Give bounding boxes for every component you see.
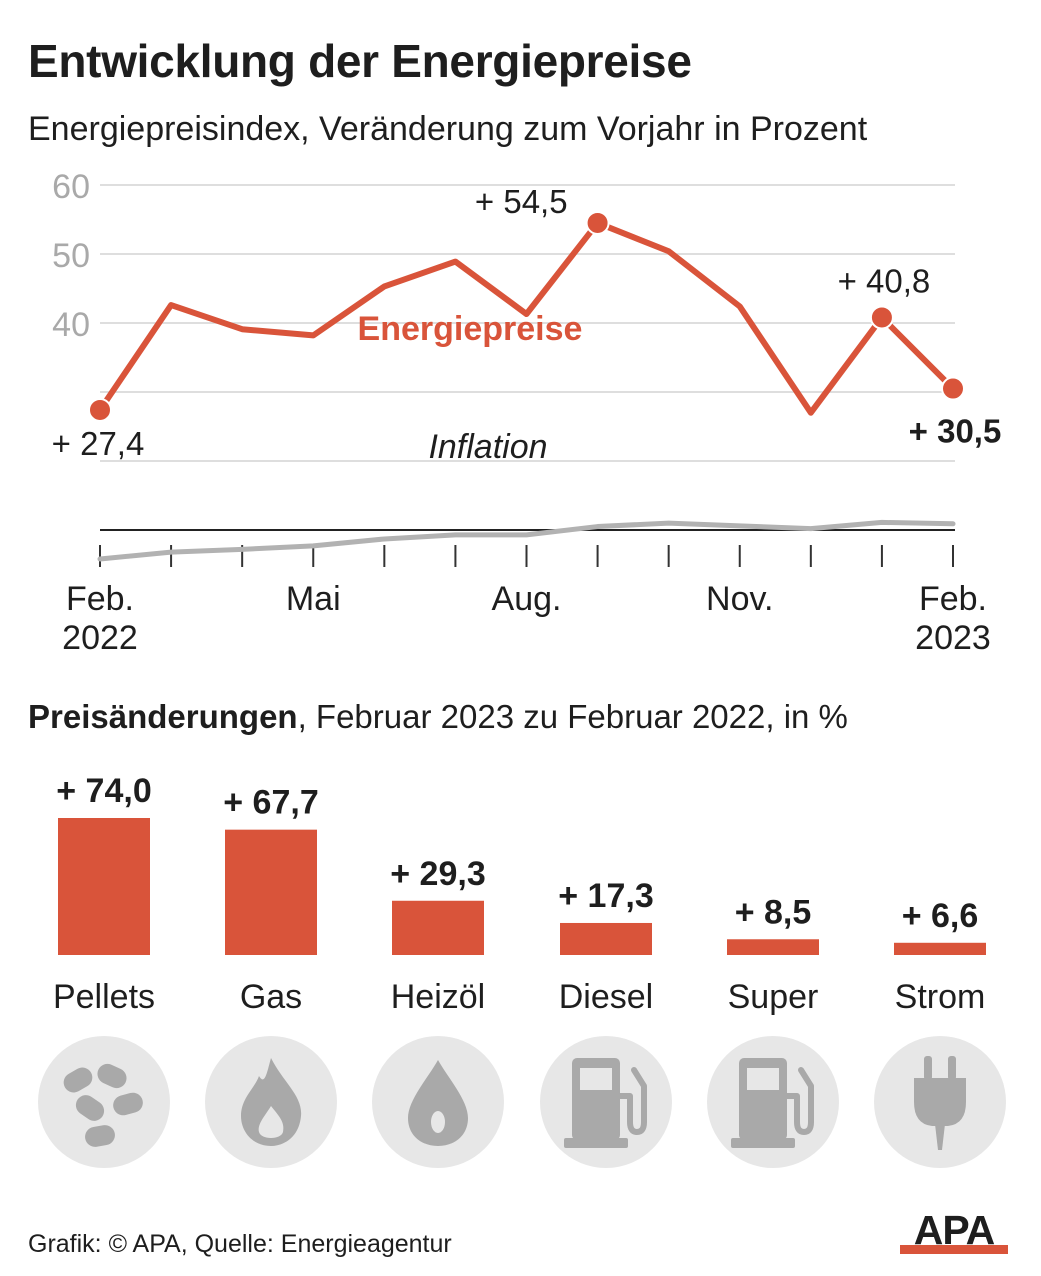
- plug-body: [914, 1078, 966, 1126]
- chart-subtitle: Energiepreisindex, Veränderung zum Vorja…: [28, 110, 868, 148]
- drop-highlight: [431, 1111, 445, 1133]
- pump-base: [731, 1138, 795, 1148]
- bar-value-label: + 6,6: [902, 897, 979, 935]
- pellet-shape: [85, 1125, 115, 1147]
- power-plug-icon: [874, 1036, 1006, 1168]
- flame-inner-shape: [258, 1106, 284, 1138]
- bar-value-label: + 74,0: [56, 772, 151, 810]
- pellet-shape: [113, 1092, 143, 1116]
- x-tick-label: Feb.: [919, 580, 987, 618]
- pump-hose: [617, 1067, 647, 1135]
- x-tick-label-year: 2022: [62, 619, 138, 657]
- energy-data-point: [585, 210, 610, 235]
- inflation-series-label: Inflation: [428, 428, 547, 466]
- gas-flame-icon: [205, 1036, 337, 1168]
- energy-data-point: [941, 376, 965, 401]
- bar-chart-heading-rest: , Februar 2023 zu Februar 2022, in %: [297, 698, 848, 735]
- pump-hose: [784, 1067, 814, 1135]
- bar-category-label: Super: [728, 978, 819, 1016]
- bar-category-label: Pellets: [53, 978, 155, 1016]
- energy-price-line: [97, 219, 956, 416]
- energy-data-point: [869, 305, 894, 330]
- pump-window: [580, 1068, 612, 1090]
- plug-prong: [948, 1056, 956, 1080]
- inflation-line: [97, 519, 956, 562]
- plug-prong: [924, 1056, 932, 1080]
- oil-drop-icon: [372, 1036, 504, 1168]
- x-tick-label: Aug.: [492, 580, 562, 618]
- bar-0: [58, 818, 150, 955]
- bar-value-label: + 67,7: [223, 784, 318, 822]
- source-credit: Grafik: © APA, Quelle: Energieagentur: [28, 1230, 452, 1258]
- pellet-shape: [97, 1063, 127, 1089]
- apa-logo: APA: [900, 1208, 1008, 1254]
- bar-category-label: Strom: [895, 978, 986, 1016]
- y-tick-label: 60: [52, 168, 90, 206]
- pellet-shape: [75, 1095, 105, 1121]
- y-tick-label: 50: [52, 237, 90, 275]
- energy-data-point: [88, 397, 112, 422]
- x-tick-label-year: 2023: [915, 619, 991, 657]
- bar-5: [894, 942, 986, 955]
- energy-data-label: + 27,4: [52, 425, 145, 462]
- chart-title: Entwicklung der Energiepreise: [28, 35, 692, 87]
- y-tick-label: 40: [52, 306, 90, 344]
- fuel-pump-icon: [707, 1036, 839, 1168]
- bar-value-label: + 17,3: [558, 877, 653, 915]
- energy-data-label: + 30,5: [909, 413, 1002, 450]
- bar-category-label: Diesel: [559, 978, 653, 1016]
- bar-1: [225, 829, 317, 955]
- plug-cable: [935, 1124, 945, 1150]
- icon-background: [38, 1036, 170, 1168]
- bar-value-label: + 8,5: [735, 893, 812, 931]
- energy-data-label: + 40,8: [838, 262, 931, 299]
- flame-shape: [241, 1058, 302, 1146]
- bar-category-label: Heizöl: [391, 978, 485, 1016]
- pump-base: [564, 1138, 628, 1148]
- bar-2: [392, 900, 484, 955]
- pump-window: [747, 1068, 779, 1090]
- x-tick-label: Nov.: [706, 580, 773, 618]
- energy-series-label: Energiepreise: [358, 310, 583, 348]
- pellets-icon: [38, 1036, 170, 1168]
- bar-4: [727, 939, 819, 955]
- energy-data-label: + 54,5: [475, 183, 568, 220]
- bar-chart-heading: Preisänderungen, Februar 2023 zu Februar…: [28, 698, 848, 736]
- bar-3: [560, 922, 652, 955]
- fuel-pump-icon: [540, 1036, 672, 1168]
- pellet-shape: [63, 1067, 93, 1093]
- x-tick-label: Mai: [286, 580, 341, 618]
- bar-chart-heading-bold: Preisänderungen: [28, 698, 298, 735]
- bar-category-label: Gas: [240, 978, 302, 1016]
- bar-value-label: + 29,3: [390, 855, 485, 893]
- price-change-bar-chart: + 74,0 Pellets + 67,7 Gas + 29,3 Heizöl + 17,3…: [38, 772, 1006, 1168]
- x-tick-label: Feb.: [66, 580, 134, 618]
- drop-shape: [408, 1060, 468, 1146]
